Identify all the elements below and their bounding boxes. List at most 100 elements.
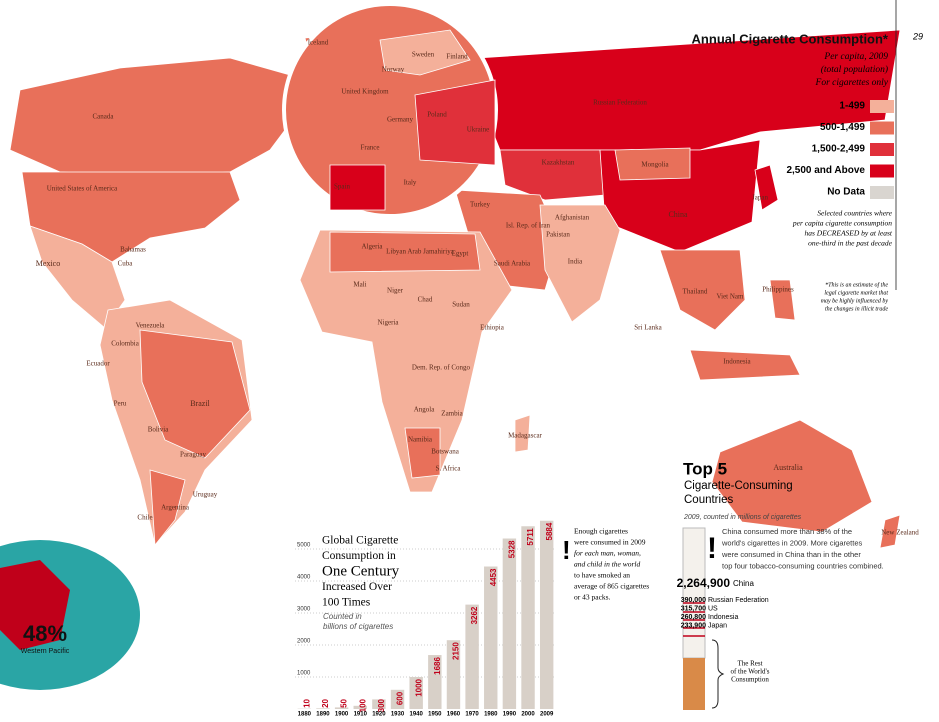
bar	[446, 640, 461, 709]
y-tick-label: 3000	[297, 607, 311, 613]
land	[499, 149, 606, 201]
top5-rest: of the World's	[730, 668, 769, 676]
country-label: Ukraine	[467, 126, 490, 134]
country-label: Namibia	[408, 436, 433, 444]
inset-value: 48%	[23, 621, 67, 646]
top5-value: 233,900	[681, 622, 706, 629]
country-label: India	[568, 258, 583, 266]
country-label: Libyan Arab Jamahiriya	[386, 248, 455, 256]
legend-note: has DECREASED by at least	[805, 229, 893, 238]
country-label: Russian Federation	[593, 99, 647, 107]
top5-country: Russian Federation	[708, 597, 769, 604]
brace	[711, 639, 725, 709]
country-label: Argentina	[161, 504, 190, 512]
value-label: 20	[321, 698, 330, 707]
legend-swatch	[870, 100, 894, 113]
country-label: Nigeria	[378, 319, 400, 327]
country-label: Paraguay	[180, 451, 207, 459]
legend-subtitle: For cigarettes only	[815, 78, 889, 88]
bar	[502, 538, 517, 709]
country-label: Sri Lanka	[634, 324, 662, 332]
top5: Top 5 2009, counted in millions of cigar…	[677, 459, 884, 710]
top5-text: China consumed more than 38% of the	[722, 527, 852, 536]
country-label: Isl. Rep. of Iran	[506, 222, 551, 230]
land	[879, 514, 901, 549]
country-label: Sweden	[412, 51, 435, 59]
legend-footnote: *This is an estimate of the	[825, 281, 888, 288]
country-label: Viet Nam	[717, 293, 745, 301]
country-label: Mexico	[36, 259, 60, 268]
land	[614, 147, 691, 181]
land	[414, 79, 496, 166]
country-label: Mongolia	[641, 161, 669, 169]
country-label: France	[360, 144, 379, 152]
exclamation: !	[562, 535, 571, 565]
page-number: 29	[912, 31, 923, 41]
top5-value: 2,264,900	[677, 576, 731, 590]
country-label: Finland	[446, 53, 468, 61]
country-label: Algeria	[362, 243, 384, 251]
country-label: Niger	[387, 287, 404, 295]
x-tick-label: 1960	[447, 712, 461, 718]
x-tick-label: 1920	[372, 712, 386, 718]
country-label: Philippines	[762, 286, 794, 294]
legend: Annual Cigarette Consumption* Per capita…	[692, 31, 894, 312]
country-label: Spain	[334, 183, 350, 191]
country-label: Colombia	[111, 340, 140, 348]
x-tick-label: 1880	[298, 712, 312, 718]
value-label: 5711	[526, 528, 535, 546]
y-tick-label: 2000	[297, 639, 311, 645]
annotation: or 43 packs.	[574, 593, 611, 602]
land	[329, 164, 386, 211]
value-label: 1000	[414, 678, 423, 696]
land	[514, 414, 531, 453]
x-tick-label: 2009	[540, 712, 554, 718]
chart-title: Global Cigarette	[322, 535, 398, 547]
x-tick-label: 2000	[521, 712, 535, 718]
inset: 48% Western Pacific	[0, 540, 140, 690]
legend-footnote: may be highly influenced by	[821, 297, 889, 304]
map	[9, 2, 901, 549]
value-label: 5328	[508, 540, 517, 558]
value-label: 2150	[452, 642, 461, 660]
legend-label: 2,500 and Above	[786, 165, 865, 176]
bar	[428, 655, 442, 709]
value-label: 600	[396, 691, 405, 705]
bar-chart: 1000 2000 3000 4000 5000 10 1880 20 1890 50 1900 10…	[295, 520, 556, 718]
top5-subtitle: Countries	[684, 494, 733, 506]
country-label: Peru	[114, 400, 127, 408]
country-label: Sudan	[452, 301, 470, 309]
legend-swatch	[870, 121, 894, 135]
country-label: China	[668, 210, 688, 219]
x-tick-label: 1890	[316, 712, 330, 718]
country-label: Angola	[414, 406, 436, 414]
country-label: Japan	[752, 194, 768, 202]
x-tick-label: 1990	[503, 712, 517, 718]
country-label: Germany	[387, 116, 414, 124]
legend-label: No Data	[827, 187, 865, 198]
country-label: Cuba	[118, 260, 134, 268]
land	[149, 469, 186, 547]
country-label: Kazakhstan	[542, 159, 575, 167]
legend-footnote: legal cigarette market that	[824, 290, 888, 296]
country-label: Turkey	[470, 201, 490, 209]
legend-footnote: the changes in illicit trade	[825, 306, 888, 312]
country-label: Brazil	[190, 399, 210, 408]
top5-rest: The Rest	[737, 660, 762, 668]
cigarette-filter	[683, 658, 705, 710]
top5-text: were consumed in China than in the other	[721, 550, 861, 559]
y-tick-label: 4000	[297, 575, 311, 581]
land	[769, 279, 796, 321]
land	[689, 349, 801, 381]
country-label: Indonesia	[723, 358, 751, 366]
top5-country: Indonesia	[708, 614, 738, 621]
country-label: Saudi Arabia	[494, 260, 531, 268]
top5-country: China	[733, 579, 754, 588]
country-label: Iceland	[308, 39, 329, 47]
top5-value: 315,700	[681, 605, 706, 612]
land	[329, 231, 481, 273]
top5-note: 2009, counted in millions of cigarettes	[683, 514, 802, 521]
chart-title: One Century	[322, 563, 400, 579]
